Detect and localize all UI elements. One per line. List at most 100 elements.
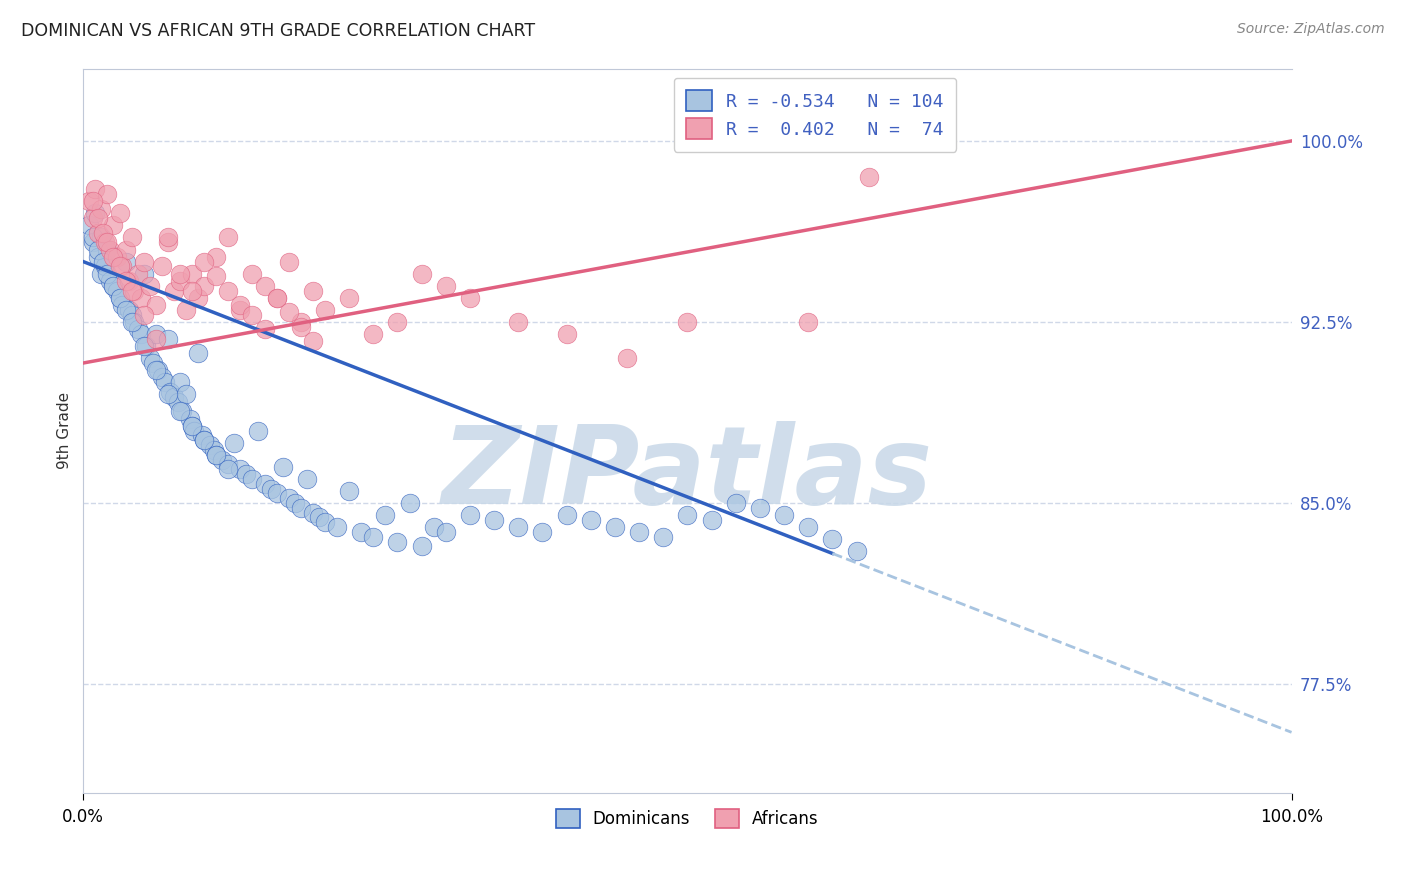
Point [145,363,167,377]
Point [224,435,246,450]
Point [108,291,131,305]
Point [181,267,204,281]
Point [145,332,167,346]
Point [145,326,167,341]
Point [350,524,373,539]
Point [169,274,191,288]
Point [290,500,312,515]
Point [111,298,134,312]
Point [302,506,325,520]
Point [284,496,307,510]
Point [277,491,299,505]
Point [139,278,162,293]
Point [326,520,349,534]
Point [259,482,281,496]
Point [603,520,626,534]
Point [858,170,880,185]
Point [247,424,270,438]
Point [242,308,264,322]
Point [187,346,209,360]
Point [387,315,409,329]
Point [169,404,191,418]
Point [290,315,312,329]
Point [84,182,107,196]
Point [103,278,125,293]
Point [156,387,179,401]
Point [411,540,433,554]
Text: DOMINICAN VS AFRICAN 9TH GRADE CORRELATION CHART: DOMINICAN VS AFRICAN 9TH GRADE CORRELATI… [21,22,536,40]
Point [142,356,165,370]
Point [114,302,136,317]
Text: ZIPatlas: ZIPatlas [441,421,934,527]
Point [676,508,699,522]
Point [217,230,239,244]
Point [150,260,173,274]
Legend: Dominicans, Africans: Dominicans, Africans [550,803,825,835]
Point [166,394,188,409]
Point [139,351,162,366]
Point [163,284,186,298]
Point [277,305,299,319]
Point [121,284,143,298]
Point [398,496,420,510]
Point [121,230,143,244]
Point [105,284,128,298]
Point [84,206,107,220]
Point [229,298,252,312]
Point [253,322,276,336]
Point [108,206,131,220]
Point [422,520,444,534]
Point [205,269,228,284]
Point [193,254,215,268]
Point [482,513,505,527]
Point [96,267,118,281]
Point [169,267,191,281]
Point [205,448,228,462]
Point [217,462,239,476]
Point [174,302,197,317]
Point [174,387,197,401]
Point [676,315,699,329]
Point [302,334,325,349]
Y-axis label: 9th Grade: 9th Grade [58,392,72,469]
Point [82,211,104,226]
Point [159,384,181,399]
Point [150,370,173,384]
Point [90,230,112,244]
Point [183,424,205,438]
Point [434,278,457,293]
Point [103,250,125,264]
Point [458,291,481,305]
Point [434,524,457,539]
Point [98,274,121,288]
Point [616,351,638,366]
Point [229,462,252,476]
Point [163,390,186,404]
Point [555,326,578,341]
Point [314,302,336,317]
Point [314,516,336,530]
Point [205,250,228,264]
Point [193,278,215,293]
Point [555,508,578,522]
Point [108,260,131,274]
Point [82,235,104,250]
Point [211,452,233,467]
Point [122,315,145,329]
Point [127,267,149,281]
Point [821,532,844,546]
Point [132,308,155,322]
Point [308,510,330,524]
Point [290,319,312,334]
Point [90,202,112,216]
Point [145,298,167,312]
Point [205,448,228,462]
Point [111,260,134,274]
Point [217,458,239,472]
Point [94,235,117,250]
Point [87,211,110,226]
Point [98,243,121,257]
Point [96,243,118,257]
Point [266,291,288,305]
Point [202,442,225,457]
